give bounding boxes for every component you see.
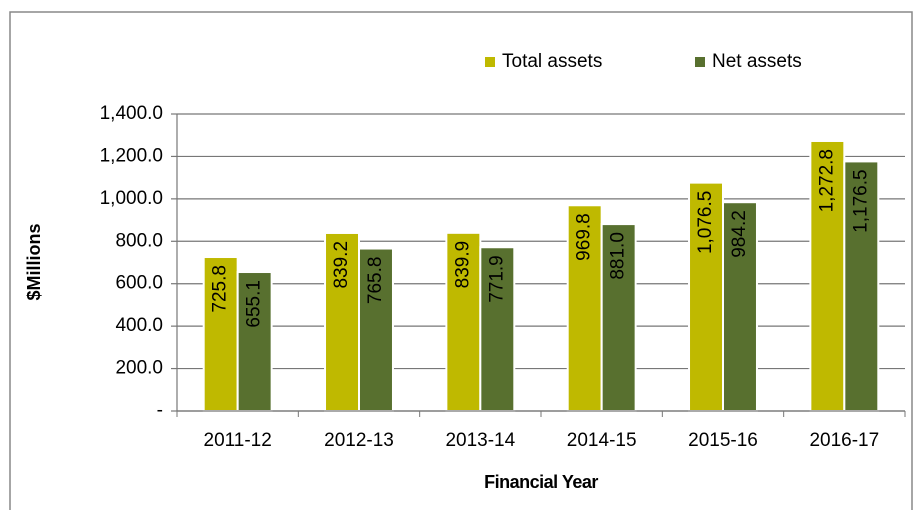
data-label: 765.8	[365, 257, 386, 305]
y-tick-label: 400.0	[115, 315, 163, 336]
x-tick-label: 2013-14	[445, 430, 515, 451]
legend-label: Net assets	[712, 51, 802, 72]
legend-swatch	[695, 57, 705, 67]
data-label: 1,076.5	[695, 191, 716, 254]
bar	[445, 231, 482, 412]
x-tick-label: 2012-13	[324, 430, 394, 451]
bar	[358, 247, 394, 412]
data-label: 881.0	[608, 232, 629, 280]
bar	[809, 139, 846, 413]
data-label: 984.2	[729, 210, 750, 258]
y-tick-label: 1,200.0	[100, 145, 163, 166]
legend-label: Total assets	[502, 51, 602, 72]
data-label: 725.8	[210, 265, 231, 313]
x-tick-label: 2011-12	[204, 430, 272, 451]
data-label: 1,272.8	[816, 149, 837, 212]
bar	[236, 271, 273, 412]
bar	[324, 231, 361, 412]
bar	[722, 201, 758, 412]
x-tick-label: 2014-15	[567, 430, 637, 451]
data-label: 969.8	[574, 213, 595, 261]
y-tick-label: 1,400.0	[100, 103, 163, 124]
data-label: 1,176.5	[850, 169, 871, 232]
y-tick-label: 200.0	[115, 358, 163, 379]
y-tick-label: 600.0	[115, 273, 163, 294]
y-tick-label: 800.0	[115, 230, 163, 251]
x-tick-label: 2015-16	[688, 430, 758, 451]
bar	[600, 223, 637, 412]
x-tick-label: 2016-17	[809, 430, 879, 451]
y-tick-label: -	[157, 400, 163, 421]
data-label: 839.2	[331, 241, 352, 289]
data-label: 771.9	[486, 255, 507, 303]
bar	[843, 160, 880, 412]
x-axis-title: Financial Year	[484, 472, 598, 492]
y-axis-title: $Millions	[24, 223, 44, 300]
data-label: 839.9	[452, 241, 473, 289]
y-tick-label: 1,000.0	[100, 188, 163, 209]
legend-swatch	[485, 57, 495, 67]
chart-frame	[9, 11, 913, 510]
data-label: 655.1	[244, 280, 265, 328]
